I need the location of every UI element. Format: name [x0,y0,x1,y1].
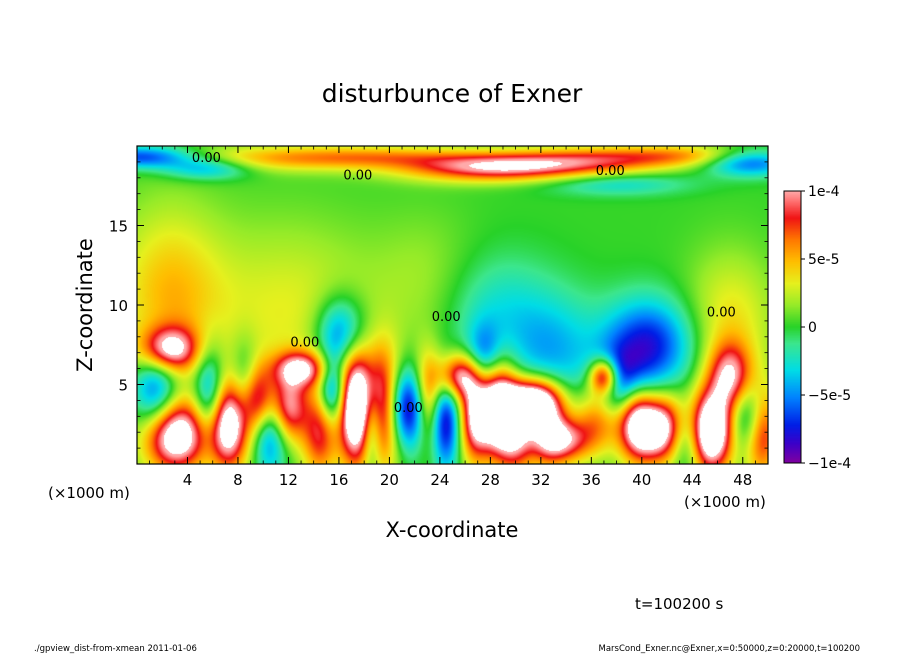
colorbar-ticks: 1e-4 5e-5 0 −5e-5 −1e-4 [801,184,851,472]
y-axis-ticks: 5 10 15 [109,161,768,449]
x-axis-ticks: 4 8 12 16 20 24 28 32 36 40 44 48 [149,146,756,489]
colorbar-tick-label: −1e-4 [808,456,851,472]
colorbar-tick-label: 0 [808,320,817,336]
x-tick-label: 48 [733,471,752,489]
colorbar-tick-label: −5e-5 [808,388,851,404]
plot-area: 0.000.00 0.000.000.00 0.000.00 4 8 12 16 20 24 2… [109,145,769,489]
x-tick-label: 4 [183,471,193,489]
contour-label: 0.00 [394,401,423,416]
footer-left-note: ./gpview_dist-from-xmean 2011-01-06 [34,644,197,654]
x-unit-label-left: (×1000 m) [48,484,130,502]
chart-title: disturbunce of Exner [322,79,583,108]
x-tick-label: 12 [279,471,298,489]
x-unit-label-right: (×1000 m) [684,493,766,511]
colorbar-tick-label: 1e-4 [808,184,840,200]
y-tick-label: 15 [109,218,128,236]
colorbar: 1e-4 5e-5 0 −5e-5 −1e-4 [783,184,851,472]
contour-label: 0.00 [596,164,625,179]
contour-label: 0.00 [192,151,221,166]
x-tick-label: 8 [233,471,243,489]
x-tick-label: 24 [430,471,449,489]
x-axis-label: X-coordinate [386,518,519,542]
colorbar-gradient [784,191,801,463]
contour-label-layer: 0.00 0.00 0.00 0.00 0.00 0.00 0.00 [192,151,736,416]
y-tick-label: 10 [109,297,128,315]
contour-label: 0.00 [290,336,319,351]
x-tick-label: 40 [632,471,651,489]
x-tick-label: 36 [582,471,601,489]
footer-right-note: MarsCond_Exner.nc@Exner,x=0:50000,z=0:20… [598,644,860,654]
y-tick-label: 5 [118,377,128,395]
contour-label: 0.00 [432,310,461,325]
y-axis-label: Z-coordinate [73,238,97,372]
heatmap-raster [137,146,768,464]
time-label: t=100200 s [635,595,723,613]
colorbar-tick-label: 5e-5 [808,252,839,268]
x-tick-label: 32 [531,471,550,489]
x-tick-label: 44 [683,471,702,489]
x-tick-label: 28 [481,471,500,489]
contour-label: 0.00 [343,169,372,184]
x-tick-label: 20 [380,471,399,489]
contour-label: 0.00 [707,305,736,320]
x-tick-label: 16 [329,471,348,489]
